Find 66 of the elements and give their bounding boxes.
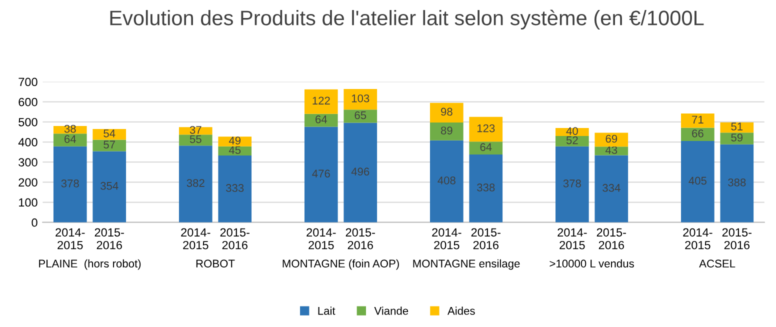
data-label: 408 <box>438 176 456 184</box>
x-tick-label: 2014-2015 <box>56 228 85 250</box>
data-label: 38 <box>64 124 76 133</box>
data-label: 45 <box>228 146 241 154</box>
text: MONTAGNE ensilage <box>413 259 520 270</box>
x-tick-label: 2014-2015 <box>683 228 712 250</box>
y-tick-label: 600 <box>18 98 38 106</box>
data-label: 378 <box>563 180 581 188</box>
x-tick-label: 2015-2016 <box>471 228 500 250</box>
data-label: 51 <box>731 122 743 130</box>
data-label: 378 <box>61 180 79 188</box>
text: MONTAGNE (foin AOP) <box>282 259 399 270</box>
text: PLAINE (hors robot) <box>39 259 141 270</box>
data-label: 476 <box>312 170 330 178</box>
y-tick-label: 500 <box>18 118 38 126</box>
y-tick-label: 300 <box>18 158 38 166</box>
x-tick-label: 2014-2015 <box>432 228 462 250</box>
data-label: 57 <box>104 140 115 149</box>
data-label: 54 <box>104 130 116 138</box>
data-label: 382 <box>186 179 204 187</box>
data-label: 40 <box>566 127 578 135</box>
data-label: 37 <box>190 126 202 134</box>
data-label: 333 <box>226 184 244 192</box>
data-label: 59 <box>731 134 743 142</box>
y-tick-label: 400 <box>18 138 38 146</box>
text: ACSEL <box>699 260 736 268</box>
text: ROBOT <box>196 260 235 268</box>
data-label: 123 <box>477 124 495 132</box>
data-label: 49 <box>228 136 241 144</box>
data-label: 64 <box>64 135 76 143</box>
data-label: 388 <box>728 178 746 186</box>
data-label: 69 <box>606 134 618 143</box>
chart-title: Evolution des Produits de l'atelier lait selon système (en €/1000L <box>110 10 704 30</box>
y-tick-label: 700 <box>18 78 38 86</box>
data-label: 52 <box>566 136 578 144</box>
data-label: 71 <box>692 116 704 124</box>
y-tick-label: 100 <box>19 198 38 207</box>
x-tick-label: 2014-2015 <box>306 228 336 250</box>
x-tick-label: 2014-2015 <box>558 228 587 250</box>
data-label: 98 <box>441 108 452 116</box>
data-label: 64 <box>316 115 328 124</box>
data-label: 43 <box>605 146 618 154</box>
y-tick-label: 200 <box>18 178 38 187</box>
data-label: 64 <box>480 143 492 152</box>
x-tick-label: 2014-2015 <box>181 228 210 250</box>
data-label: 122 <box>312 96 330 105</box>
x-tick-label: 2015-2016 <box>220 228 250 250</box>
data-label: 338 <box>477 184 495 192</box>
x-tick-label: 2015-2016 <box>346 228 375 250</box>
data-label: 65 <box>354 111 366 120</box>
y-tick-label: 0 <box>32 218 38 227</box>
legend-label: Aides <box>448 306 475 315</box>
data-label: 496 <box>351 168 370 176</box>
data-label: 334 <box>602 184 620 192</box>
x-tick-label: 2015-2016 <box>596 228 626 250</box>
data-label: 405 <box>688 176 706 185</box>
data-label: 89 <box>440 126 452 134</box>
data-label: 66 <box>692 129 704 138</box>
data-label: 55 <box>190 135 202 144</box>
legend-label: Lait <box>318 306 336 315</box>
data-label: 103 <box>352 94 370 102</box>
x-tick-label: 2015-2016 <box>94 228 124 250</box>
text: >10000 L vendus <box>550 259 634 268</box>
legend-label: Viande <box>374 306 408 315</box>
x-tick-label: 2015-2016 <box>722 228 752 250</box>
data-label: 354 <box>100 182 118 190</box>
